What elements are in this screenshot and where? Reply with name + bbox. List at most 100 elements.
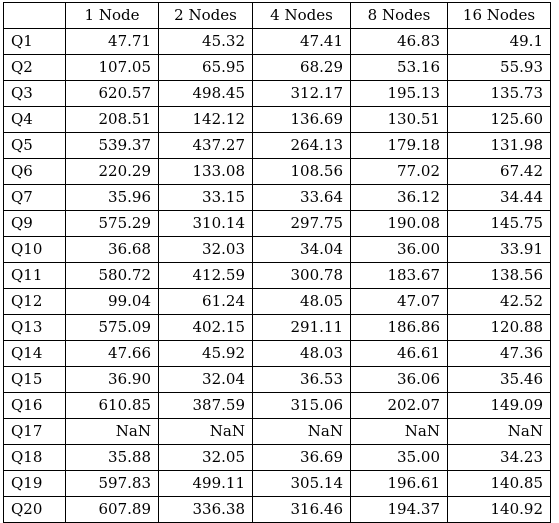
table-row: Q2 107.05 65.95 68.29 53.16 55.93 [3,54,551,81]
value-cell: 437.27 [158,132,253,159]
value-cell: 196.61 [350,470,448,497]
row-label: Q10 [3,236,66,263]
value-cell: NaN [65,418,159,445]
value-cell: 36.53 [252,366,351,393]
row-label: Q16 [3,392,66,419]
table-row: Q16 610.85 387.59 315.06 202.07 149.09 [3,392,551,419]
value-cell: 140.85 [447,470,551,497]
value-cell: 68.29 [252,54,351,81]
value-cell: 138.56 [447,262,551,289]
table-row: Q7 35.96 33.15 33.64 36.12 34.44 [3,184,551,211]
table-row: Q6 220.29 133.08 108.56 77.02 67.42 [3,158,551,185]
value-cell: 33.15 [158,184,253,211]
value-cell: 35.46 [447,366,551,393]
value-cell: 67.42 [447,158,551,185]
value-cell: 33.64 [252,184,351,211]
table-row: Q1 47.71 45.32 47.41 46.83 49.1 [3,28,551,55]
value-cell: 310.14 [158,210,253,237]
value-cell: 47.36 [447,340,551,367]
column-header: 16 Nodes [447,2,551,29]
value-cell: 47.71 [65,28,159,55]
value-cell: 99.04 [65,288,159,315]
results-table: 1 Node 2 Nodes 4 Nodes 8 Nodes 16 Nodes … [3,2,551,523]
row-label: Q15 [3,366,66,393]
value-cell: 300.78 [252,262,351,289]
value-cell: 36.69 [252,444,351,471]
value-cell: 108.56 [252,158,351,185]
value-cell: 47.41 [252,28,351,55]
value-cell: 55.93 [447,54,551,81]
value-cell: 131.98 [447,132,551,159]
value-cell: 53.16 [350,54,448,81]
value-cell: 130.51 [350,106,448,133]
value-cell: 140.92 [447,496,551,523]
table-row: Q18 35.88 32.05 36.69 35.00 34.23 [3,444,551,471]
value-cell: 208.51 [65,106,159,133]
table-row: Q20 607.89 336.38 316.46 194.37 140.92 [3,496,551,523]
value-cell: 35.00 [350,444,448,471]
value-cell: 47.07 [350,288,448,315]
row-label: Q9 [3,210,66,237]
value-cell: 195.13 [350,80,448,107]
value-cell: 48.03 [252,340,351,367]
value-cell: 402.15 [158,314,253,341]
value-cell: 48.05 [252,288,351,315]
row-label: Q7 [3,184,66,211]
value-cell: 620.57 [65,80,159,107]
row-label: Q1 [3,28,66,55]
value-cell: 77.02 [350,158,448,185]
value-cell: 264.13 [252,132,351,159]
value-cell: 61.24 [158,288,253,315]
table-row: Q5 539.37 437.27 264.13 179.18 131.98 [3,132,551,159]
value-cell: 32.05 [158,444,253,471]
value-cell: 149.09 [447,392,551,419]
column-header: 1 Node [65,2,159,29]
value-cell: 33.91 [447,236,551,263]
row-label: Q17 [3,418,66,445]
column-header: 4 Nodes [252,2,351,29]
value-cell: 32.03 [158,236,253,263]
value-cell: 65.95 [158,54,253,81]
value-cell: NaN [252,418,351,445]
value-cell: NaN [350,418,448,445]
value-cell: 498.45 [158,80,253,107]
value-cell: 305.14 [252,470,351,497]
value-cell: 387.59 [158,392,253,419]
value-cell: 45.32 [158,28,253,55]
value-cell: 575.29 [65,210,159,237]
row-label: Q11 [3,262,66,289]
value-cell: 125.60 [447,106,551,133]
table-row: Q3 620.57 498.45 312.17 195.13 135.73 [3,80,551,107]
value-cell: 539.37 [65,132,159,159]
table-row: Q17 NaN NaN NaN NaN NaN [3,418,551,445]
value-cell: 610.85 [65,392,159,419]
row-label: Q2 [3,54,66,81]
value-cell: 36.00 [350,236,448,263]
value-cell: 35.96 [65,184,159,211]
row-label: Q5 [3,132,66,159]
value-cell: 36.12 [350,184,448,211]
value-cell: 183.67 [350,262,448,289]
value-cell: NaN [158,418,253,445]
value-cell: 220.29 [65,158,159,185]
value-cell: 142.12 [158,106,253,133]
row-label: Q20 [3,496,66,523]
value-cell: 186.86 [350,314,448,341]
value-cell: 316.46 [252,496,351,523]
value-cell: 179.18 [350,132,448,159]
value-cell: 580.72 [65,262,159,289]
value-cell: 297.75 [252,210,351,237]
value-cell: 412.59 [158,262,253,289]
row-label: Q12 [3,288,66,315]
value-cell: 575.09 [65,314,159,341]
column-header: 8 Nodes [350,2,448,29]
row-label: Q18 [3,444,66,471]
value-cell: 42.52 [447,288,551,315]
row-label: Q4 [3,106,66,133]
value-cell: 32.04 [158,366,253,393]
corner-cell [3,2,66,29]
value-cell: 336.38 [158,496,253,523]
value-cell: 35.88 [65,444,159,471]
value-cell: 120.88 [447,314,551,341]
value-cell: 194.37 [350,496,448,523]
